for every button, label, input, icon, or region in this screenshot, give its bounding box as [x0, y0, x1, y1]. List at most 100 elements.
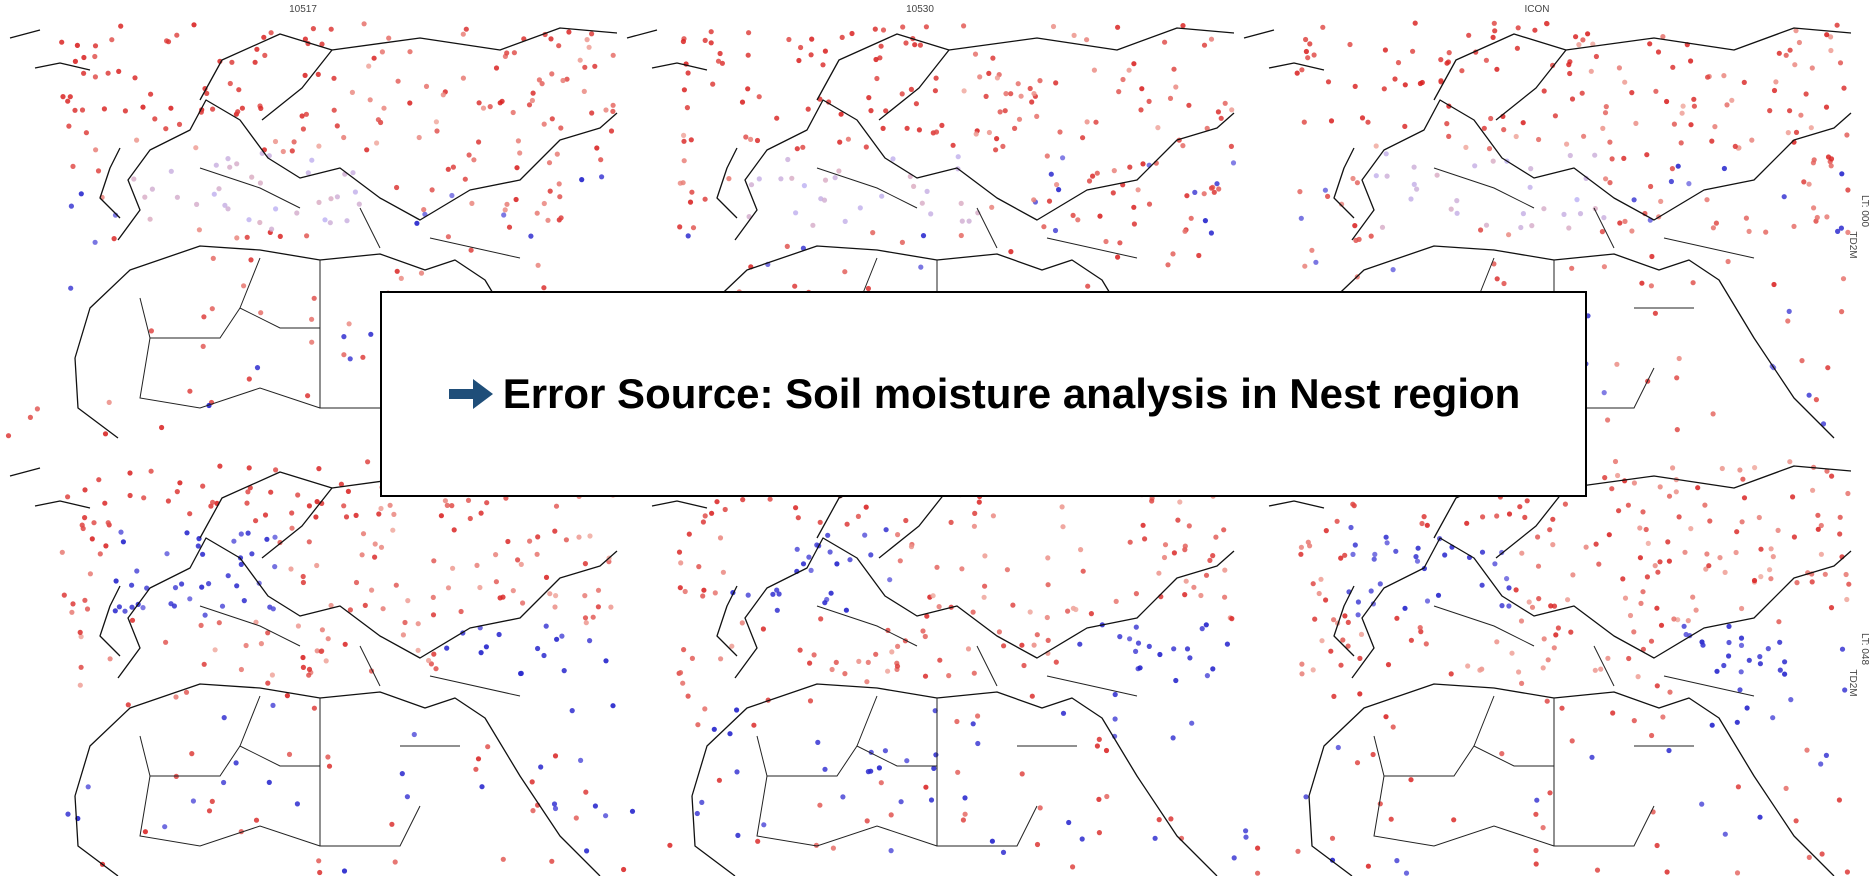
station-dot	[1155, 125, 1161, 131]
station-dot	[1111, 168, 1117, 174]
station-dot	[560, 77, 566, 84]
station-dot	[440, 92, 446, 98]
station-dot	[1402, 605, 1408, 611]
station-dot	[269, 226, 275, 232]
station-dot	[1165, 262, 1171, 268]
station-dot	[262, 52, 268, 59]
station-dot	[262, 512, 269, 518]
station-dot	[557, 194, 563, 200]
station-dot	[1783, 785, 1789, 791]
station-dot	[1602, 475, 1608, 481]
station-dot	[1365, 863, 1371, 869]
station-dot	[1532, 27, 1538, 33]
station-dot	[1828, 156, 1835, 162]
station-dot	[1312, 616, 1318, 622]
station-dot	[234, 583, 240, 589]
station-dot	[717, 50, 723, 57]
station-dot	[1734, 719, 1740, 725]
station-dot	[1811, 205, 1817, 211]
station-dot	[1714, 668, 1720, 674]
country-border	[816, 605, 1138, 697]
station-dot	[487, 104, 493, 110]
station-dot	[1681, 623, 1687, 629]
coastline	[816, 33, 950, 121]
panel-title: 10517	[289, 4, 317, 15]
station-dot	[955, 769, 961, 775]
station-dot	[1162, 39, 1168, 45]
station-dot	[1008, 249, 1014, 255]
station-dot	[1843, 571, 1849, 578]
station-dot	[1838, 225, 1844, 231]
station-dot	[1094, 743, 1100, 749]
station-dot	[682, 588, 688, 595]
station-dot	[1576, 42, 1582, 48]
station-dot	[543, 574, 550, 580]
station-dot	[306, 672, 312, 678]
arrow-icon	[448, 379, 493, 409]
map-panel	[9, 459, 618, 876]
station-dot	[514, 165, 520, 171]
station-dot	[78, 634, 84, 640]
station-dot	[309, 316, 315, 322]
station-dot	[1649, 253, 1655, 260]
station-dot	[774, 587, 780, 593]
station-dot	[473, 766, 479, 772]
station-dot	[582, 615, 589, 621]
station-dot	[1459, 68, 1465, 74]
station-dot	[1793, 28, 1799, 34]
station-dot	[1767, 567, 1773, 573]
station-dot	[132, 75, 138, 81]
station-dot	[702, 37, 708, 43]
station-dot	[183, 689, 190, 695]
station-dot	[1339, 201, 1345, 207]
station-dot	[689, 189, 695, 195]
station-dot	[795, 515, 801, 521]
station-dot	[549, 71, 555, 77]
station-dot	[1483, 57, 1489, 63]
station-dot	[1112, 691, 1118, 698]
station-dot	[1547, 527, 1553, 533]
station-dot	[374, 140, 380, 146]
station-dot	[300, 126, 306, 132]
station-dot	[820, 62, 826, 68]
station-dot	[1739, 519, 1745, 525]
station-dot	[305, 170, 311, 176]
station-dot	[734, 707, 740, 713]
station-dot	[1583, 175, 1589, 181]
station-dot	[1182, 228, 1188, 234]
station-dot	[559, 633, 565, 639]
station-dot	[1785, 318, 1791, 324]
station-dot	[734, 769, 740, 775]
station-dot	[1413, 554, 1419, 560]
station-dot	[234, 161, 240, 167]
station-dot	[451, 527, 457, 533]
station-dot	[134, 137, 140, 143]
station-dot	[621, 866, 627, 873]
station-dot	[253, 817, 260, 823]
coastline	[1308, 795, 1353, 876]
station-dot	[257, 180, 263, 186]
station-dot	[1207, 557, 1213, 563]
station-dot	[920, 628, 926, 634]
station-dot	[1545, 657, 1551, 663]
station-dot	[933, 129, 940, 135]
station-dot	[1782, 671, 1788, 677]
station-dot	[837, 139, 843, 145]
station-dot	[1666, 747, 1672, 754]
station-dot	[245, 530, 251, 536]
station-dot	[105, 70, 111, 76]
station-dot	[1622, 595, 1629, 601]
lead-time-label: LT: 048	[1859, 633, 1870, 665]
station-dot	[1518, 224, 1524, 231]
station-dot	[800, 144, 806, 150]
station-dot	[1602, 110, 1609, 116]
map-panel	[1231, 458, 1852, 876]
station-dot	[1131, 221, 1137, 227]
station-dot	[584, 37, 590, 43]
coastline	[626, 29, 708, 71]
station-dot	[1726, 639, 1732, 646]
station-dot	[1725, 258, 1731, 265]
station-dot	[1770, 554, 1776, 560]
station-dot	[972, 510, 978, 516]
station-dot	[510, 109, 516, 116]
